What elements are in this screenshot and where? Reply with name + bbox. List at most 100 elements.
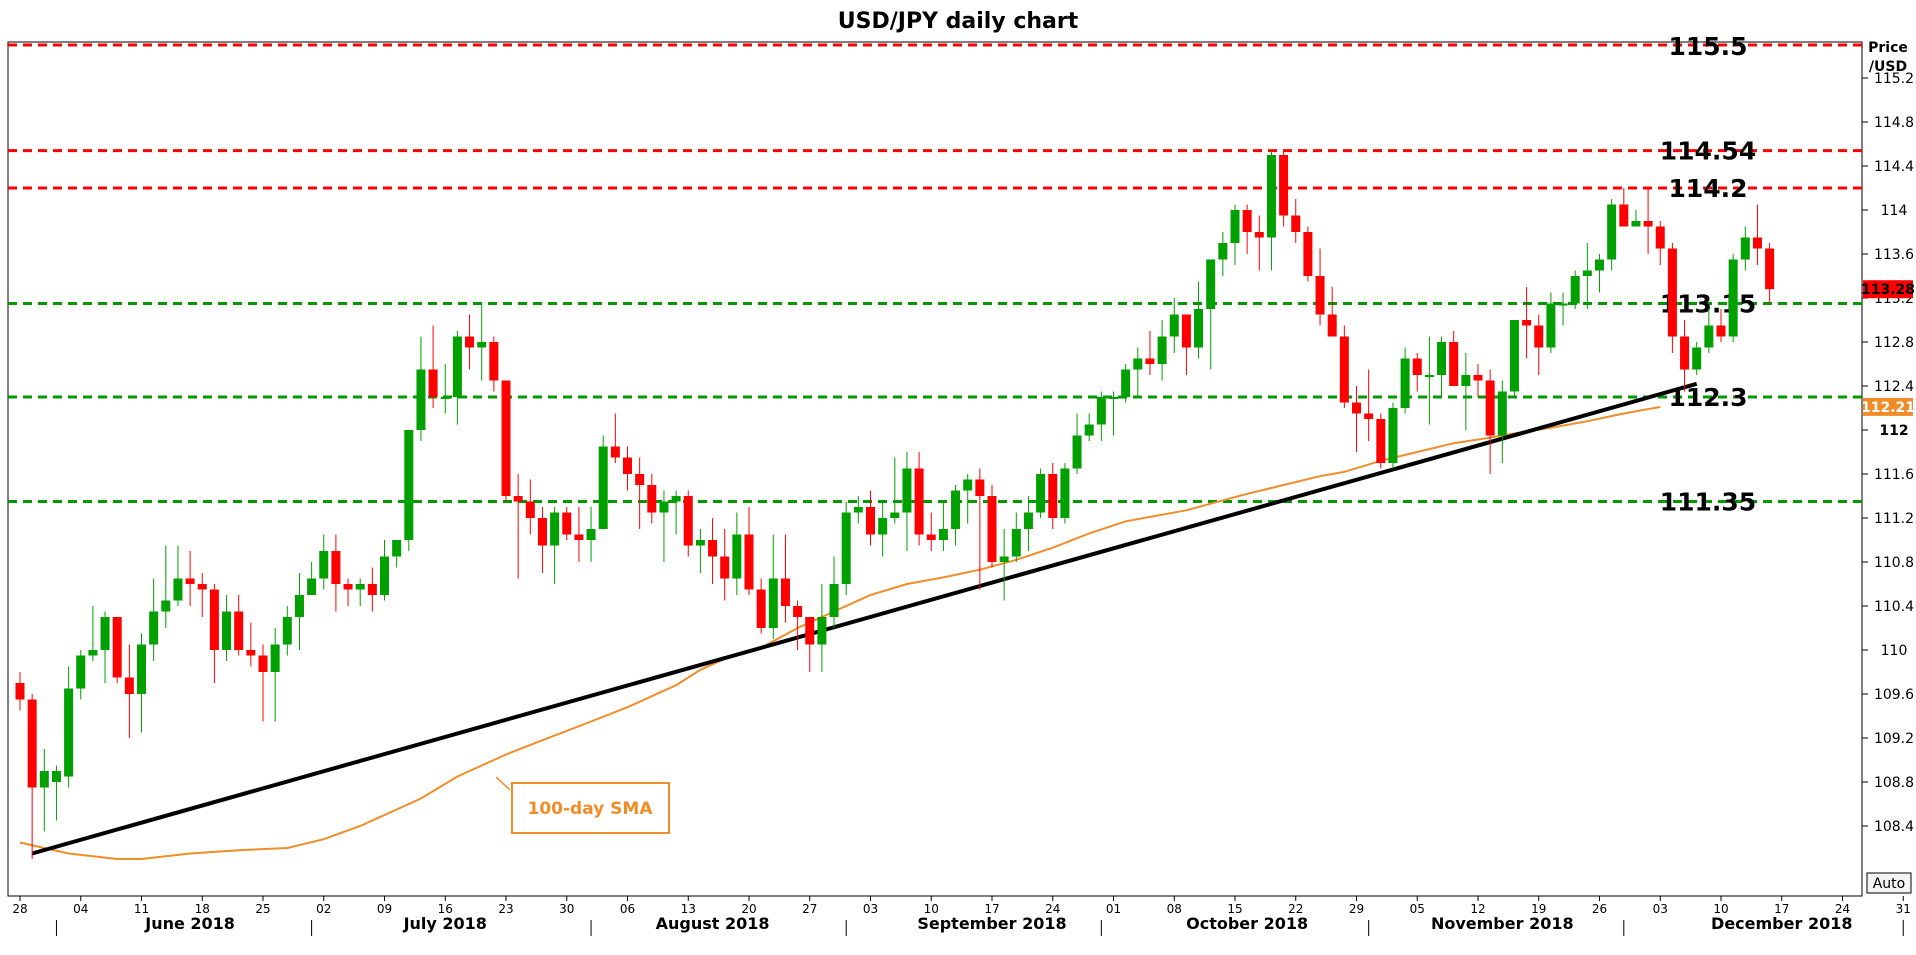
month-label: July 2018 bbox=[403, 914, 487, 933]
price-tag-bg bbox=[1863, 280, 1913, 299]
candle-body bbox=[1680, 336, 1690, 370]
candle-down bbox=[744, 507, 754, 595]
y-tick-label: 109.6 bbox=[1874, 687, 1914, 703]
candle-up bbox=[1424, 336, 1434, 425]
candle-body bbox=[1704, 325, 1714, 348]
candle-up bbox=[1133, 347, 1143, 397]
level-label: 115.5 bbox=[1668, 32, 1747, 61]
candle-down bbox=[501, 380, 511, 502]
candle-up bbox=[76, 650, 86, 700]
candle-down bbox=[683, 490, 693, 557]
candle-body bbox=[1400, 358, 1410, 408]
candle-up bbox=[1546, 292, 1556, 353]
candle-body bbox=[392, 540, 402, 557]
candle-body bbox=[355, 584, 365, 590]
candle-body bbox=[732, 534, 742, 579]
candle-down bbox=[1048, 463, 1058, 529]
candle-up bbox=[1169, 298, 1179, 353]
candle-body bbox=[88, 650, 98, 656]
candle-body bbox=[1254, 232, 1264, 238]
candle-body bbox=[537, 518, 547, 546]
candle-body bbox=[1169, 314, 1179, 337]
candle-body bbox=[1376, 419, 1386, 463]
candle-body bbox=[1218, 243, 1228, 260]
candle-up bbox=[671, 490, 681, 535]
auto-scale-button[interactable]: Auto bbox=[1866, 872, 1912, 894]
candle-up bbox=[64, 666, 74, 788]
candle-up bbox=[1388, 402, 1398, 469]
sma-label: 100-day SMA bbox=[528, 799, 654, 819]
candle-down bbox=[1242, 204, 1252, 254]
candle-body bbox=[185, 578, 195, 584]
candle-up bbox=[1096, 391, 1106, 441]
candle-down bbox=[1364, 369, 1374, 441]
candle-up bbox=[1400, 347, 1410, 414]
y-tick-label: 114.8 bbox=[1874, 115, 1914, 131]
y-tick-label: 108.4 bbox=[1874, 819, 1914, 835]
candle-body bbox=[440, 397, 450, 399]
candle-body bbox=[477, 342, 487, 348]
candle-up bbox=[1194, 281, 1204, 359]
candle-down bbox=[708, 518, 718, 584]
candle-body bbox=[1437, 342, 1447, 375]
x-tick-label: 09 bbox=[377, 902, 392, 916]
candle-down bbox=[1145, 331, 1155, 375]
candle-up bbox=[1740, 226, 1750, 271]
candle-body bbox=[282, 617, 292, 645]
candle-body bbox=[623, 457, 632, 474]
candle-body bbox=[1582, 270, 1592, 276]
candle-body bbox=[1060, 468, 1070, 518]
candle-body bbox=[1461, 375, 1471, 386]
candle-down bbox=[1279, 150, 1289, 227]
candle-up bbox=[841, 501, 851, 595]
price-tag-bg bbox=[1863, 397, 1913, 416]
candle-down bbox=[537, 507, 547, 573]
month-label: September 2018 bbox=[917, 914, 1066, 933]
price-tag: 112.21 bbox=[1861, 397, 1915, 416]
y-tick-label: 114 bbox=[1881, 203, 1908, 219]
candle-body bbox=[149, 611, 159, 645]
candle-down bbox=[1303, 226, 1313, 282]
candle-body bbox=[64, 688, 74, 777]
candle-down bbox=[647, 474, 657, 524]
y-tick-label: 112 bbox=[1879, 423, 1908, 439]
candle-up bbox=[1121, 364, 1131, 403]
candle-up bbox=[1036, 468, 1046, 518]
candle-body bbox=[501, 380, 511, 496]
candle-down bbox=[1534, 314, 1544, 375]
candle-body bbox=[987, 496, 997, 562]
candle-body bbox=[513, 496, 523, 502]
y-axis-label: Price bbox=[1868, 40, 1908, 56]
x-tick-label: 12 bbox=[1470, 902, 1485, 916]
candle-up bbox=[1461, 353, 1471, 430]
candle-body bbox=[1473, 375, 1483, 381]
candle-body bbox=[829, 584, 839, 617]
candle-down bbox=[1327, 287, 1337, 337]
candle-body bbox=[1765, 248, 1775, 290]
candle-up bbox=[270, 628, 280, 722]
candle-down bbox=[185, 551, 195, 606]
candle-up bbox=[732, 512, 742, 595]
candle-up bbox=[853, 496, 863, 524]
candle-body bbox=[938, 529, 948, 540]
level-label: 114.2 bbox=[1668, 174, 1747, 203]
candle-down bbox=[756, 578, 766, 634]
candle-body bbox=[1449, 342, 1459, 386]
candle-up bbox=[1607, 199, 1617, 271]
candle-body bbox=[1352, 402, 1361, 414]
candle-body bbox=[222, 611, 232, 650]
candle-up bbox=[938, 501, 948, 551]
x-tick-label: 03 bbox=[863, 902, 878, 916]
sma-label-box bbox=[511, 782, 670, 834]
candle-down bbox=[489, 336, 499, 392]
candle-up bbox=[51, 765, 61, 821]
candle-up bbox=[307, 562, 317, 595]
candle-body bbox=[1424, 375, 1434, 377]
candle-down bbox=[1254, 215, 1264, 271]
x-tick-label: 23 bbox=[498, 902, 513, 916]
candle-up bbox=[355, 578, 365, 606]
candle-body bbox=[1595, 259, 1604, 271]
candle-body bbox=[1631, 221, 1641, 227]
x-tick-label: 31 bbox=[1896, 902, 1911, 916]
